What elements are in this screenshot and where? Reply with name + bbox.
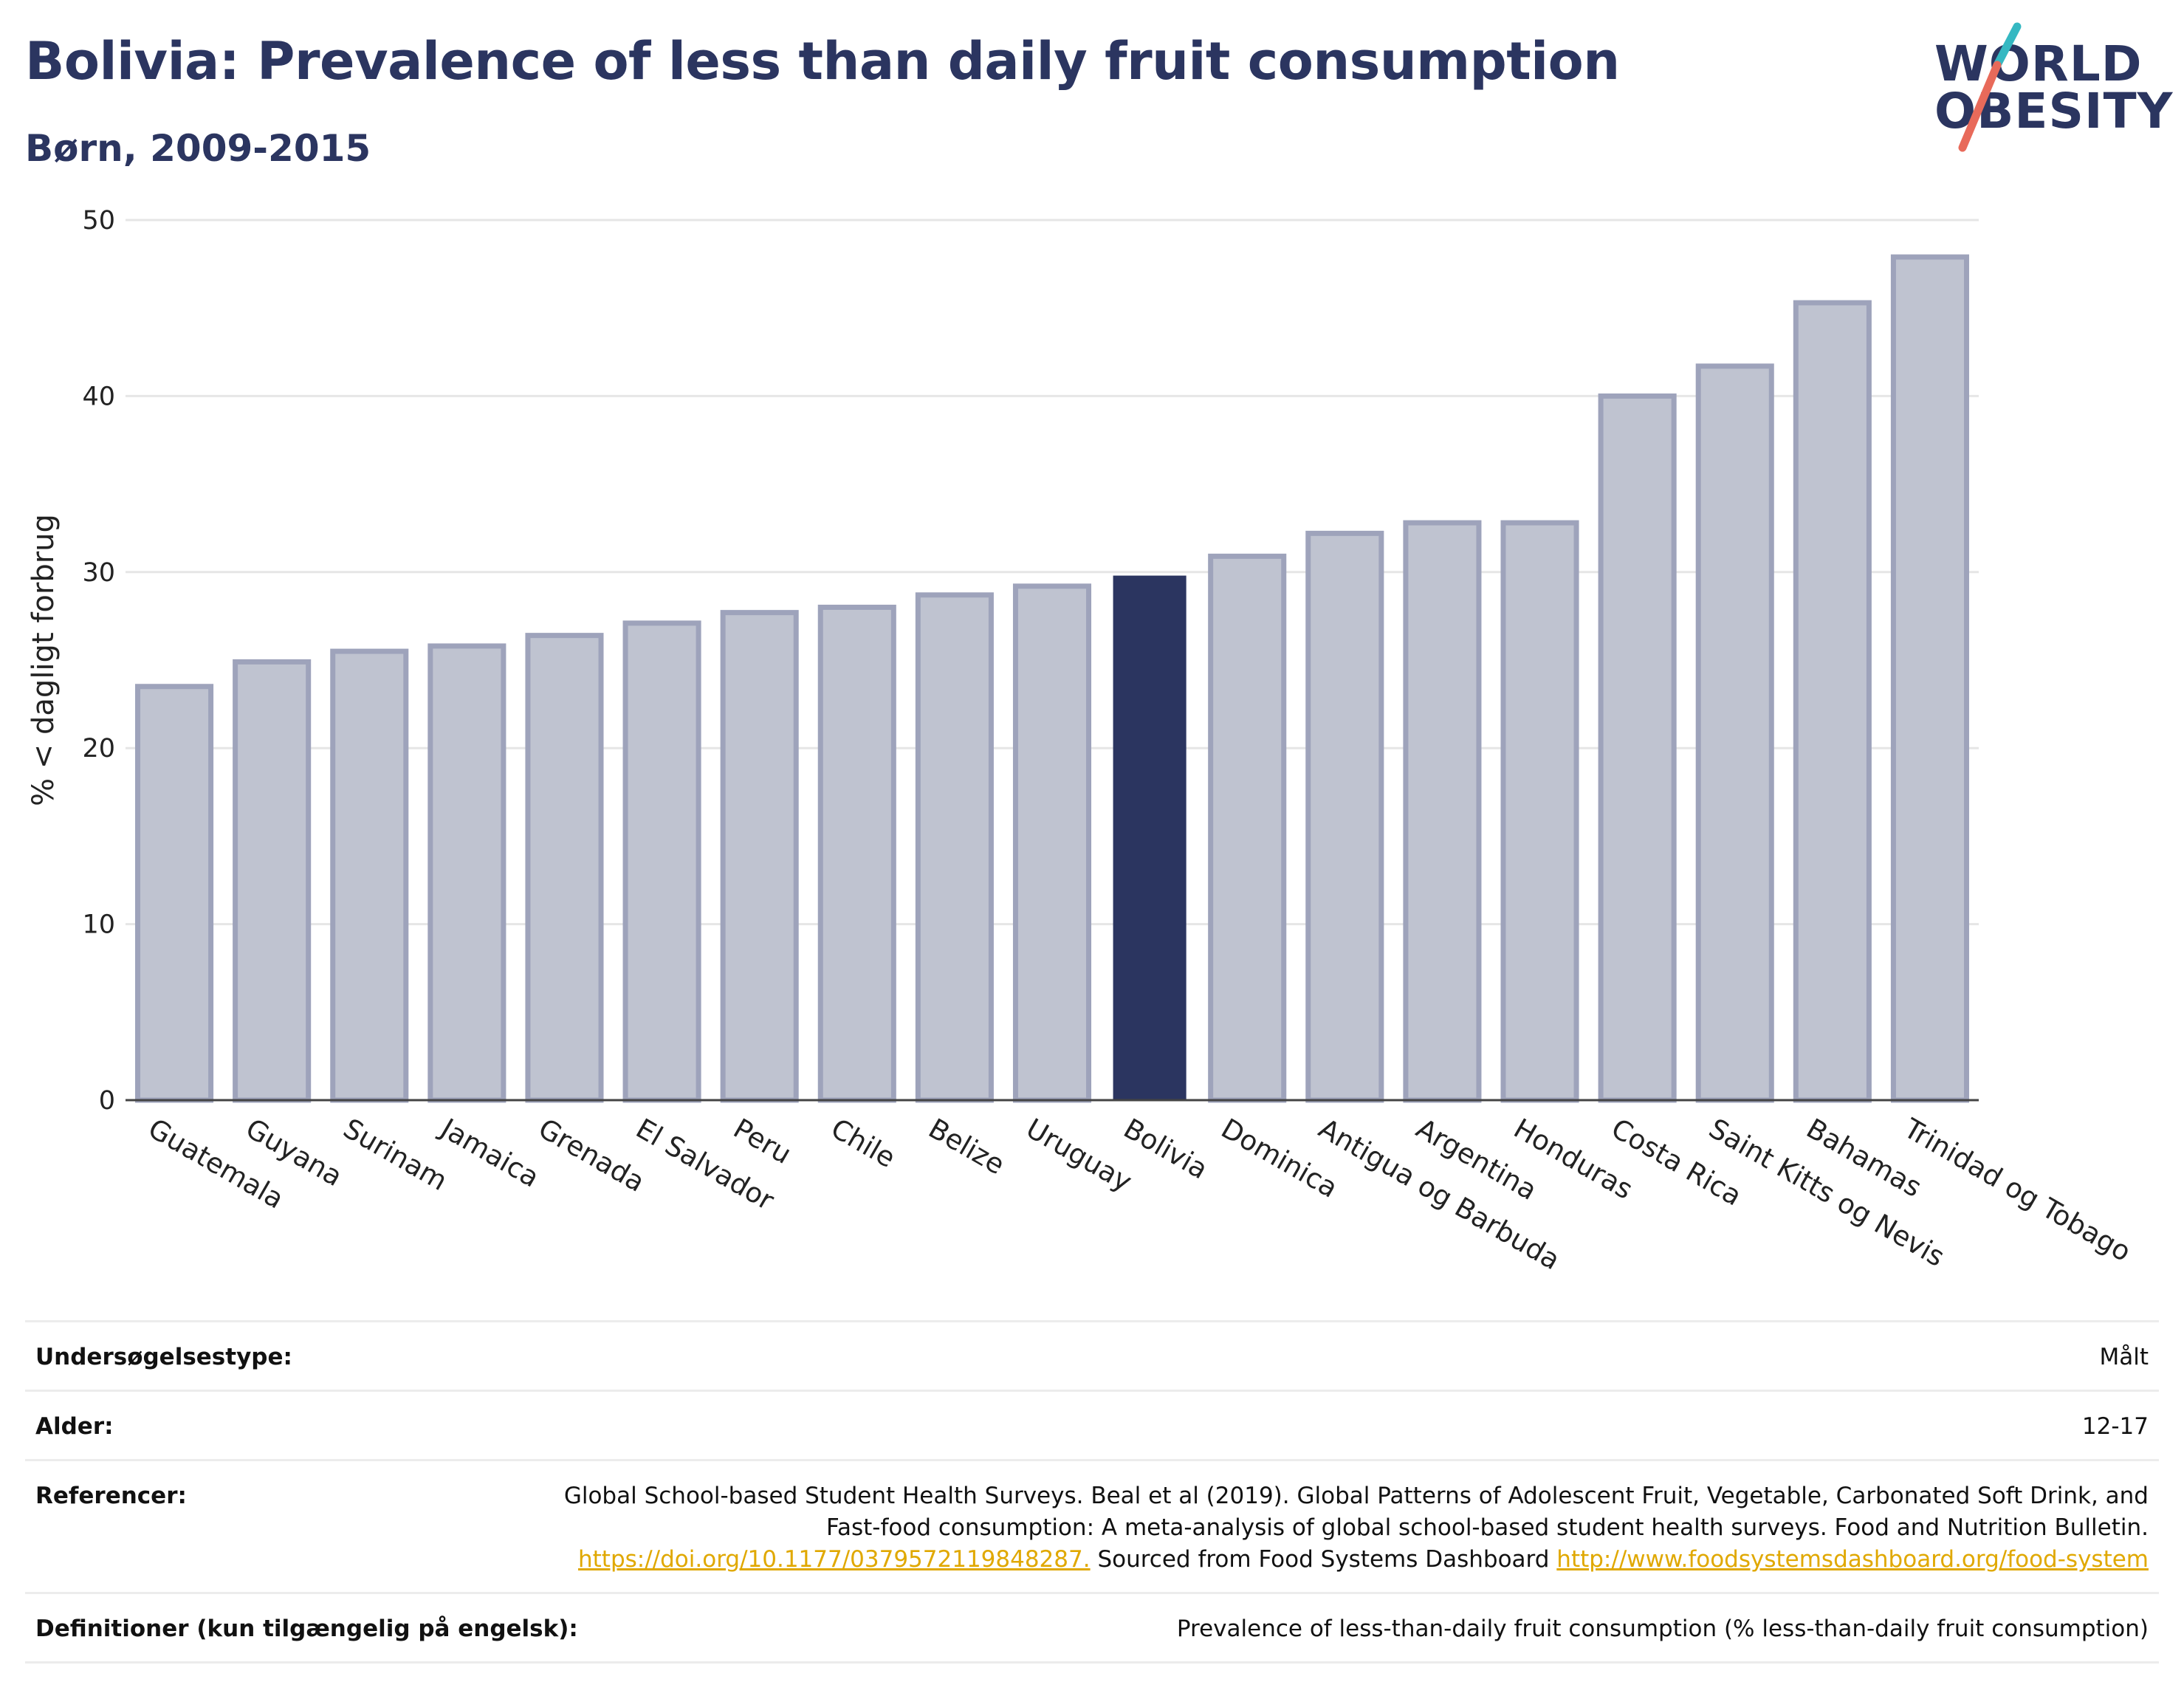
x-tick-label: Surinam (338, 1113, 453, 1198)
bar-trinidad-og-tobago (1890, 254, 1969, 1103)
meta-value: Prevalence of less-than-daily fruit cons… (1176, 1616, 2149, 1642)
logo-slash-icon (1958, 22, 2022, 152)
bar-chile (817, 604, 896, 1103)
y-tick-label: 50 (82, 206, 115, 236)
y-tick-label: 20 (82, 734, 115, 763)
bar-bahamas (1793, 300, 1872, 1103)
bar-dominica (1208, 553, 1287, 1103)
chart-subtitle: Børn, 2009-2015 (25, 127, 371, 170)
x-tick-label: Peru (728, 1113, 797, 1170)
y-tick-label: 30 (82, 558, 115, 588)
meta-row-references: Referencer: Global School-based Student … (25, 1459, 2159, 1592)
meta-value: Målt (2099, 1344, 2149, 1370)
meta-label: Alder: (35, 1413, 114, 1440)
metadata-table: Undersøgelsestype: Målt Alder: 12-17 Ref… (25, 1320, 2159, 1664)
bar-jamaica (427, 643, 506, 1103)
x-tick-label: Belize (923, 1113, 1010, 1181)
x-tick-label: Jamaica (434, 1112, 544, 1194)
bar-uruguay (1012, 583, 1092, 1103)
bar-antigua-og-barbuda (1305, 530, 1384, 1103)
meta-label: Undersøgelsestype: (35, 1344, 292, 1370)
y-tick-label: 40 (82, 382, 115, 411)
y-tick-label: 0 (99, 1086, 115, 1116)
meta-row-survey-type: Undersøgelsestype: Målt (25, 1320, 2159, 1390)
meta-label: Definitioner (kun tilgængelig på engelsk… (35, 1616, 578, 1642)
bar-honduras (1500, 520, 1579, 1103)
bar-surinam (330, 648, 409, 1103)
bar-bolivia (1113, 575, 1187, 1100)
world-obesity-logo: WORLD OBESITY (1927, 21, 2172, 161)
x-tick-label: Chile (825, 1113, 901, 1175)
y-tick-label: 10 (82, 910, 115, 940)
bar-guatemala (135, 684, 214, 1103)
reference-text: Global School-based Student Health Surve… (563, 1483, 2149, 1541)
meta-value: 12-17 (2081, 1413, 2149, 1440)
bar-grenada (525, 633, 604, 1103)
chart-title: Bolivia: Prevalence of less than daily f… (25, 31, 1620, 92)
food-systems-link[interactable]: http://www.foodsystemsdashboard.org/food… (1556, 1546, 2149, 1573)
y-axis-label: % < dagligt forbrug (27, 514, 61, 806)
doi-link[interactable]: https://doi.org/10.1177/0379572119848287… (578, 1546, 1091, 1573)
reference-source-text: Sourced from Food Systems Dashboard (1097, 1546, 1550, 1573)
bar-saint-kitts-og-nevis (1695, 363, 1774, 1103)
bar-el-salvador (622, 620, 701, 1103)
bar-guyana (233, 659, 312, 1103)
bar-costa-rica (1598, 393, 1677, 1103)
meta-value: Global School-based Student Health Surve… (554, 1480, 2149, 1576)
bar-belize (915, 592, 994, 1103)
logo-line-1: WORLD (1934, 35, 2143, 92)
x-tick-label: Uruguay (1021, 1113, 1138, 1198)
meta-row-age: Alder: 12-17 (25, 1390, 2159, 1459)
bar-peru (720, 610, 799, 1103)
meta-row-definitions: Definitioner (kun tilgængelig på engelsk… (25, 1592, 2159, 1664)
x-tick-label: Grenada (533, 1113, 650, 1198)
bar-argentina (1403, 520, 1482, 1103)
meta-label: Referencer: (35, 1483, 187, 1509)
